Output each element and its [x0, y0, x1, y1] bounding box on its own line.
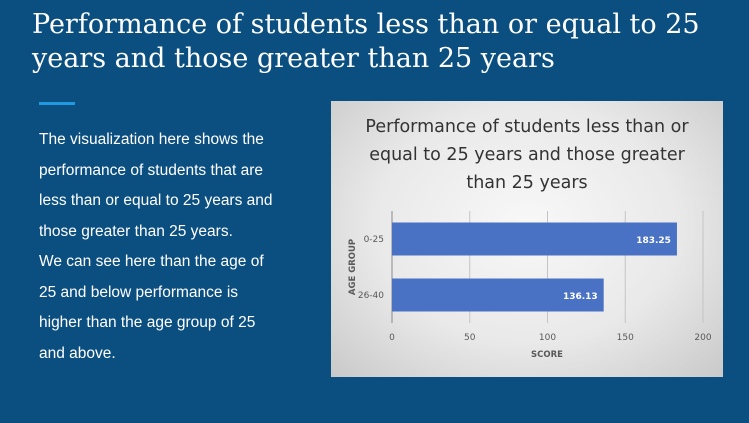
chart-image: Performance of students less than or equa… — [331, 101, 723, 377]
chart-title-line: than 25 years — [466, 173, 587, 193]
description-paragraph-1: The visualization here shows the perform… — [39, 131, 273, 240]
description-paragraph-2: We can see here than the age of 25 and b… — [39, 253, 264, 362]
description-text: The visualization here shows the perform… — [39, 125, 284, 369]
bar-26-40 — [392, 278, 604, 312]
x-axis-label: SCORE — [531, 350, 563, 360]
y-tick-label: 26-40 — [358, 291, 384, 301]
x-tick-label: 50 — [464, 333, 476, 343]
y-tick-label: 0-25 — [364, 235, 384, 245]
y-axis-label: AGE GROUP — [348, 239, 358, 295]
title-accent-bar — [39, 102, 75, 105]
bar-value-label: 136.13 — [563, 292, 598, 302]
x-tick-label: 200 — [694, 333, 711, 343]
bar-value-label: 183.25 — [636, 236, 671, 246]
x-tick-label: 100 — [539, 333, 556, 343]
x-tick-label: 0 — [389, 333, 395, 343]
bar-0-25 — [392, 222, 677, 256]
chart-title-line: equal to 25 years and those greater — [369, 145, 685, 165]
bar-chart: Performance of students less than or equa… — [348, 117, 712, 360]
chart-title-line: Performance of students less than or — [365, 117, 689, 137]
slide-title: Performance of students less than or equ… — [32, 9, 700, 74]
x-tick-label: 150 — [617, 333, 634, 343]
